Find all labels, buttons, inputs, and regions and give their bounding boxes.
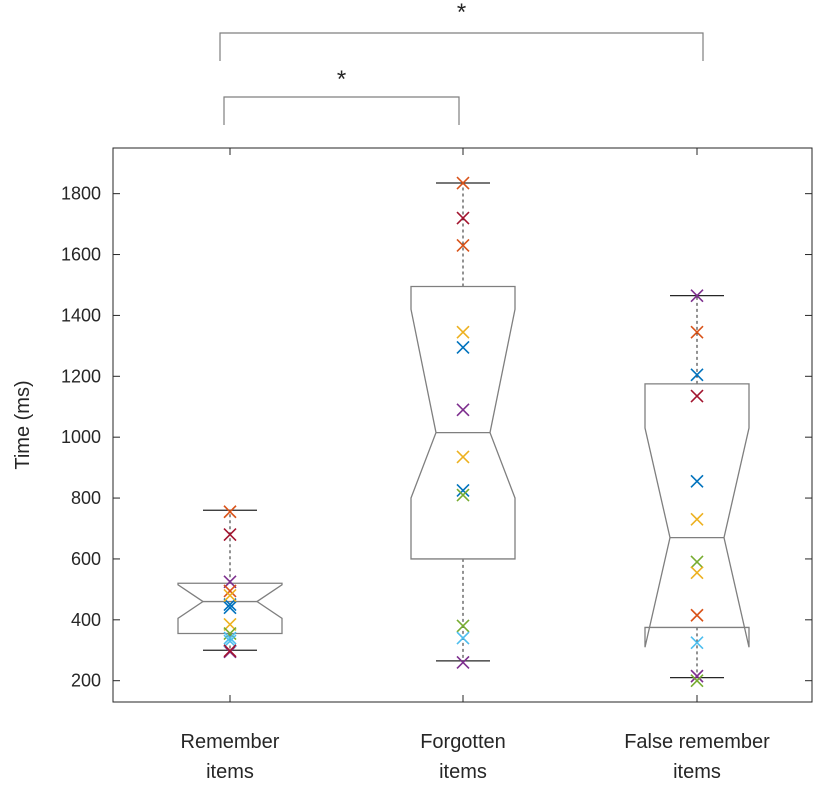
- x-stroke: [690, 669, 704, 683]
- x-stroke: [223, 617, 237, 631]
- y-tick-label: 400: [71, 610, 101, 630]
- x-stroke: [223, 505, 237, 519]
- x-stroke: [223, 634, 237, 648]
- data-point-x: [223, 644, 237, 658]
- data-point-x: [690, 674, 704, 688]
- data-point-x: [456, 619, 470, 633]
- x-stroke: [456, 450, 470, 464]
- x-stroke: [223, 644, 237, 658]
- data-point-x: [690, 555, 704, 569]
- category-label: Forgotten items: [420, 731, 506, 783]
- data-point-x: [223, 528, 237, 542]
- x-stroke: [690, 368, 704, 382]
- x-stroke: [690, 325, 704, 339]
- x-stroke: [456, 238, 470, 252]
- x-stroke: [690, 389, 704, 403]
- data-point-x: [223, 575, 237, 589]
- data-point-x: [456, 655, 470, 669]
- x-stroke: [456, 211, 470, 225]
- x-stroke: [456, 631, 470, 645]
- x-stroke: [223, 584, 237, 598]
- data-point-x: [456, 211, 470, 225]
- x-stroke: [456, 619, 470, 633]
- data-point-x: [690, 474, 704, 488]
- data-point-x: [690, 325, 704, 339]
- x-stroke: [690, 289, 704, 303]
- data-point-x: [456, 238, 470, 252]
- y-tick-label: 1000: [61, 427, 101, 447]
- significance-label: *: [457, 0, 466, 26]
- data-point-x: [456, 176, 470, 190]
- x-stroke: [690, 512, 704, 526]
- data-point-x: [223, 584, 237, 598]
- data-point-x: [690, 636, 704, 650]
- significance-bracket: [223, 96, 460, 125]
- x-stroke: [456, 488, 470, 502]
- data-point-x: [223, 631, 237, 645]
- data-point-x: [690, 289, 704, 303]
- y-tick-label: 1200: [61, 366, 101, 386]
- data-point-x: [456, 631, 470, 645]
- x-stroke: [456, 325, 470, 339]
- y-tick-label: 600: [71, 549, 101, 569]
- data-point-x: [690, 512, 704, 526]
- data-point-x: [690, 368, 704, 382]
- x-stroke: [690, 636, 704, 650]
- data-point-x: [223, 588, 237, 603]
- data-point-x: [456, 450, 470, 464]
- data-point-x: [456, 325, 470, 339]
- x-stroke: [456, 655, 470, 669]
- x-stroke: [223, 598, 237, 612]
- data-point-x: [223, 505, 237, 519]
- data-point-x: [456, 483, 470, 498]
- x-stroke: [690, 566, 704, 580]
- y-tick-label: 1400: [61, 305, 101, 325]
- data-point-x: [690, 608, 704, 622]
- x-stroke: [223, 575, 237, 589]
- box-outline: [644, 383, 750, 648]
- data-point-x: [223, 617, 237, 631]
- data-point-x: [690, 389, 704, 403]
- data-point-x: [690, 669, 704, 683]
- data-point-x: [456, 403, 470, 417]
- x-stroke: [223, 588, 237, 603]
- x-stroke: [690, 474, 704, 488]
- category-label: Remember items: [181, 731, 280, 783]
- x-stroke: [690, 555, 704, 569]
- x-stroke: [456, 483, 470, 498]
- data-point-x: [690, 566, 704, 580]
- x-stroke: [223, 601, 237, 615]
- y-tick-label: 200: [71, 671, 101, 691]
- y-tick-label: 1800: [61, 184, 101, 204]
- data-point-x: [223, 598, 237, 612]
- x-stroke: [223, 528, 237, 542]
- y-tick-label: 800: [71, 488, 101, 508]
- y-axis-title: Time (ms): [12, 380, 34, 469]
- x-stroke: [690, 608, 704, 622]
- data-point-x: [456, 340, 470, 354]
- data-point-x: [456, 488, 470, 502]
- category-label: False remember items: [624, 731, 770, 783]
- box-outline: [177, 582, 283, 635]
- box-outline: [410, 285, 516, 560]
- x-stroke: [456, 403, 470, 417]
- x-stroke: [456, 176, 470, 190]
- data-point-x: [223, 634, 237, 648]
- y-tick-label: 1600: [61, 245, 101, 265]
- x-stroke: [456, 340, 470, 354]
- x-stroke: [690, 674, 704, 688]
- significance-bracket: [219, 32, 704, 61]
- x-stroke: [223, 631, 237, 645]
- significance-label: *: [337, 66, 346, 93]
- data-point-x: [223, 601, 237, 615]
